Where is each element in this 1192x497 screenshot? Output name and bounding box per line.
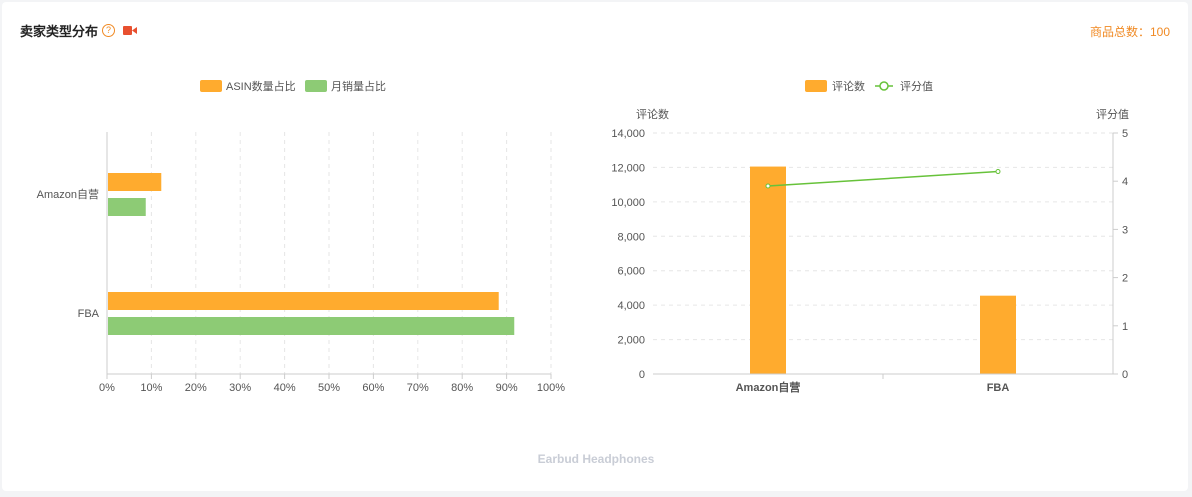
grid: [653, 132, 1113, 341]
y-tick-label-right: 0: [1122, 369, 1128, 381]
x-tick-label: 40%: [274, 382, 296, 394]
y-tick-label: FBA: [78, 308, 100, 320]
y-axis-title-left: 评论数: [636, 107, 669, 121]
y-tick-label-left: 12,000: [611, 162, 645, 174]
x-tick-label: Amazon自营: [736, 380, 801, 394]
legend-swatch-sales: [305, 80, 327, 92]
rating-line: [765, 169, 1001, 189]
seller-type-card: 卖家类型分布 ? 商品总数：100: [2, 2, 1188, 491]
y-tick-label-left: 2,000: [617, 335, 645, 347]
legend-swatch-asin: [200, 80, 222, 92]
help-icon[interactable]: ?: [102, 24, 116, 37]
y-tick-label-right: 5: [1122, 128, 1128, 140]
legend-label-rating: 评分值: [900, 80, 933, 93]
rating-point: [995, 169, 1001, 175]
y-tick-label-left: 14,000: [611, 128, 645, 140]
rating-line-path: [767, 170, 999, 187]
grid: [150, 132, 552, 374]
y-tick-label-right: 2: [1122, 273, 1128, 285]
x-tick-label: 20%: [185, 382, 207, 394]
axes: 0% 10% 20% 30% 40% 50% 60% 70% 80% 90% 100% Amazon自…: [37, 132, 565, 394]
y-tick-label-left: 6,000: [617, 266, 645, 278]
y-axis-title-right: 评分值: [1096, 108, 1129, 121]
bar: [980, 295, 1016, 374]
bar: [108, 292, 499, 310]
x-tick-label: 90%: [496, 382, 518, 394]
x-tick-label: 60%: [362, 382, 384, 394]
bar: [750, 166, 786, 374]
x-tick-label: 10%: [140, 382, 162, 394]
reviews-rating-chart: 评论数 评分值 评论数 评分值 0 2,000 4,000 6,000 8,000 10,…: [611, 79, 1129, 394]
y-tick-label-right: 4: [1122, 176, 1128, 188]
y-tick-label-right: 1: [1122, 321, 1128, 333]
card-header: 卖家类型分布 ?: [20, 21, 138, 40]
rating-point: [765, 183, 771, 189]
x-tick-label: FBA: [987, 382, 1010, 394]
legend-label-asin: ASIN数量占比: [226, 79, 296, 93]
card-title: 卖家类型分布: [20, 24, 99, 39]
bars: [750, 166, 1016, 374]
x-tick-label: 30%: [229, 382, 251, 394]
x-tick-label: 0%: [99, 382, 115, 394]
legend-label-sales: 月销量占比: [331, 79, 386, 93]
y-tick-label-right: 3: [1122, 224, 1128, 236]
bar: [108, 198, 146, 216]
y-tick-label-left: 4,000: [617, 300, 645, 312]
y-tick-label-left: 0: [639, 369, 645, 381]
bar: [108, 173, 162, 191]
y-tick-label-left: 10,000: [611, 197, 645, 209]
legend-swatch-reviews: [805, 80, 827, 92]
seller-share-bar-chart: ASIN数量占比 月销量占比 0% 10% 20% 30% 40% 50% 60% 70% 80…: [37, 79, 566, 394]
x-tick-label: 100%: [537, 382, 565, 394]
category-label: Earbud Headphones: [537, 452, 655, 466]
legend: ASIN数量占比 月销量占比: [200, 79, 386, 93]
x-tick-label: 70%: [407, 382, 429, 394]
bar: [108, 317, 515, 335]
y-tick-label-left: 8,000: [617, 231, 645, 243]
y-tick-label: Amazon自营: [37, 187, 99, 201]
x-tick-label: 80%: [451, 382, 473, 394]
legend-label-reviews: 评论数: [832, 79, 865, 93]
video-icon[interactable]: [123, 26, 138, 35]
total-products: 商品总数：100: [1089, 25, 1170, 39]
legend: 评论数 评分值: [805, 79, 933, 93]
x-tick-label: 50%: [318, 382, 340, 394]
axes: 0 2,000 4,000 6,000 8,000 10,000 12,000 14,000 0…: [611, 128, 1128, 394]
bars: [108, 173, 515, 335]
legend-marker-rating: [879, 81, 889, 91]
